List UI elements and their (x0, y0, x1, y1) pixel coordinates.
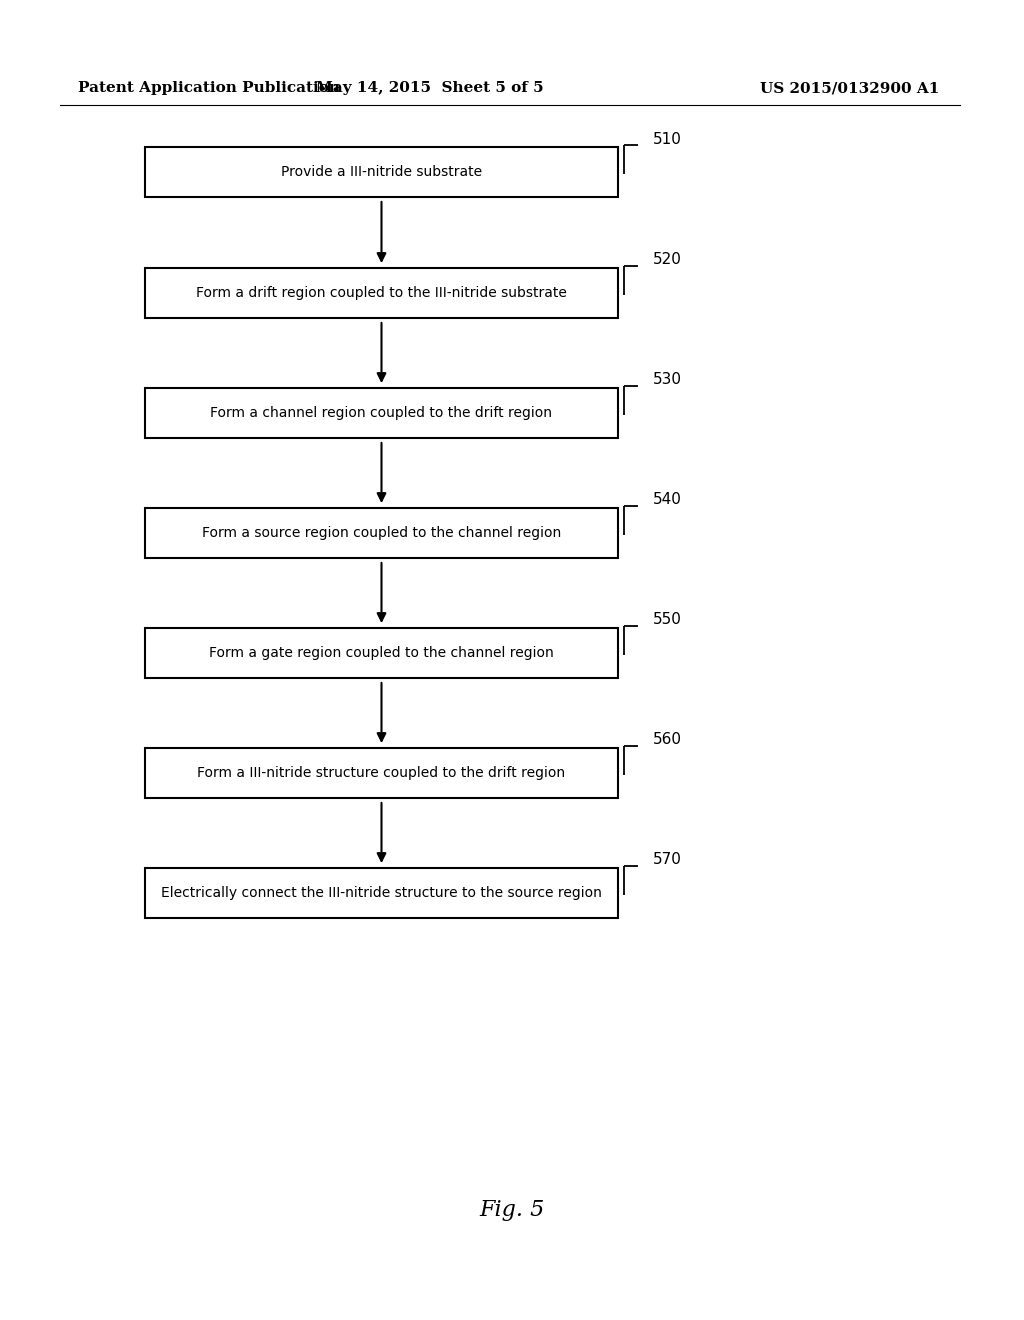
Text: 570: 570 (653, 853, 682, 867)
Bar (145, 147, 618, 197)
Bar (145, 268, 618, 318)
Text: 550: 550 (653, 612, 682, 627)
Bar (145, 508, 618, 558)
Text: Provide a III-nitride substrate: Provide a III-nitride substrate (281, 165, 482, 180)
Text: 520: 520 (653, 252, 682, 268)
Text: US 2015/0132900 A1: US 2015/0132900 A1 (760, 81, 939, 95)
Text: Form a gate region coupled to the channel region: Form a gate region coupled to the channe… (209, 645, 554, 660)
Bar (145, 869, 618, 917)
Text: 560: 560 (653, 733, 682, 747)
Text: 510: 510 (653, 132, 682, 147)
Text: Electrically connect the III-nitride structure to the source region: Electrically connect the III-nitride str… (161, 886, 602, 900)
Text: Form a channel region coupled to the drift region: Form a channel region coupled to the dri… (211, 407, 553, 420)
Bar (145, 628, 618, 678)
Bar (145, 388, 618, 438)
Text: Form a III-nitride structure coupled to the drift region: Form a III-nitride structure coupled to … (198, 766, 565, 780)
Text: Patent Application Publication: Patent Application Publication (78, 81, 340, 95)
Text: Form a source region coupled to the channel region: Form a source region coupled to the chan… (202, 525, 561, 540)
Text: Fig. 5: Fig. 5 (479, 1199, 545, 1221)
Text: May 14, 2015  Sheet 5 of 5: May 14, 2015 Sheet 5 of 5 (316, 81, 544, 95)
Text: Form a drift region coupled to the III-nitride substrate: Form a drift region coupled to the III-n… (196, 286, 567, 300)
Text: 540: 540 (653, 492, 682, 507)
Text: 530: 530 (653, 372, 682, 388)
Bar (145, 748, 618, 799)
